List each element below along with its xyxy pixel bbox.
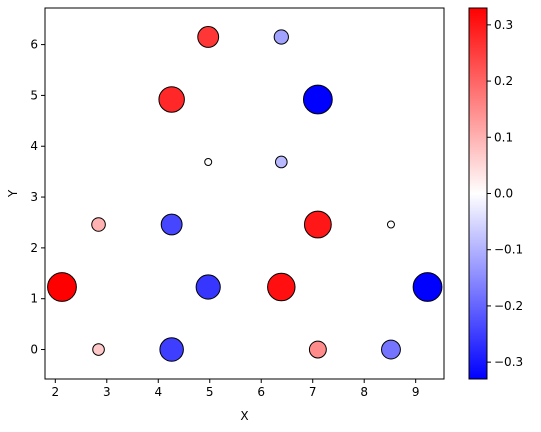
y-tick-label: 1 [30,292,38,306]
colorbar-tick-label: 0.3 [494,18,513,32]
y-tick-label: 4 [30,139,38,153]
y-tick-label: 6 [30,38,38,52]
data-point-14 [302,84,333,115]
x-tick-label: 4 [154,385,162,399]
data-point-1 [92,343,105,356]
y-tick-label: 5 [30,88,38,102]
data-point-17 [412,272,443,302]
plot-frame [44,7,445,380]
data-point-8 [197,26,220,48]
colorbar-tick-label: −0.1 [494,243,523,257]
x-tick-label: 8 [360,385,368,399]
colorbar-tick-label: −0.2 [494,299,523,313]
y-axis-label: Y [6,189,20,198]
y-axis-ticks: 0 1 2 3 4 5 6 [30,38,45,357]
data-point-15 [381,339,401,360]
x-tick-label: 9 [412,385,420,399]
data-point-0 [47,272,77,302]
data-point-3 [159,337,184,362]
x-axis-label: X [240,409,248,423]
colorbar [468,7,488,380]
data-point-7 [204,157,213,166]
colorbar-tick-label: 0.1 [494,130,513,144]
x-axis-ticks: 2 3 4 5 6 7 8 9 [51,379,420,399]
data-point-4 [160,213,183,236]
data-point-9 [267,272,296,302]
y-tick-label: 2 [30,241,38,255]
colorbar-tick-label: 0.0 [494,187,513,201]
data-point-6 [195,274,221,300]
data-point-13 [303,210,332,239]
colorbar-tick-label: −0.3 [494,355,523,369]
plot-area [45,8,444,379]
data-point-10 [275,155,288,169]
data-point-5 [158,86,185,113]
x-tick-label: 2 [51,385,59,399]
data-point-2 [91,217,106,232]
data-points [47,26,443,362]
colorbar-tick-label: 0.2 [494,74,513,88]
data-point-12 [308,340,327,359]
x-tick-label: 7 [309,385,317,399]
x-tick-label: 5 [206,385,214,399]
x-tick-label: 3 [103,385,111,399]
colorbar-ticks: −0.3 −0.2 −0.1 0.0 0.1 0.2 0.3 [487,18,523,369]
y-tick-label: 0 [30,343,38,357]
data-point-11 [273,29,289,45]
x-tick-label: 6 [257,385,265,399]
y-tick-label: 3 [30,190,38,204]
data-point-16 [386,220,395,229]
